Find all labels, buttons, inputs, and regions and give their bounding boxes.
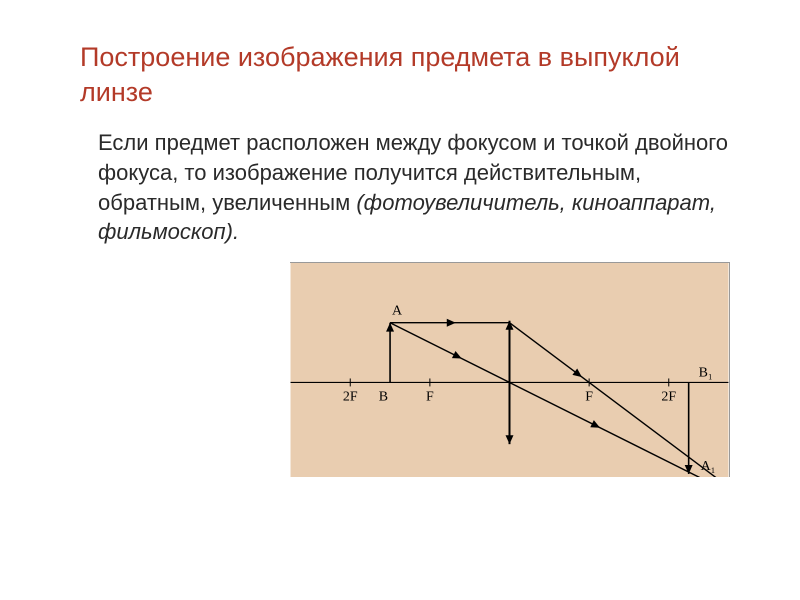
slide-body: Если предмет расположен между фокусом и …: [80, 128, 740, 247]
svg-text:2F: 2F: [343, 389, 358, 404]
svg-text:F: F: [426, 389, 434, 404]
svg-text:B: B: [379, 389, 388, 404]
svg-text:B₁: B₁: [699, 365, 713, 380]
diagram-container: 2FFF2FABB₁A₁: [80, 262, 740, 477]
optics-diagram: 2FFF2FABB₁A₁: [290, 262, 730, 477]
slide: Построение изображения предмета в выпукл…: [0, 0, 800, 600]
svg-text:F: F: [585, 389, 593, 404]
slide-title: Построение изображения предмета в выпукл…: [80, 40, 740, 110]
svg-text:A: A: [392, 304, 402, 319]
svg-text:2F: 2F: [661, 389, 676, 404]
